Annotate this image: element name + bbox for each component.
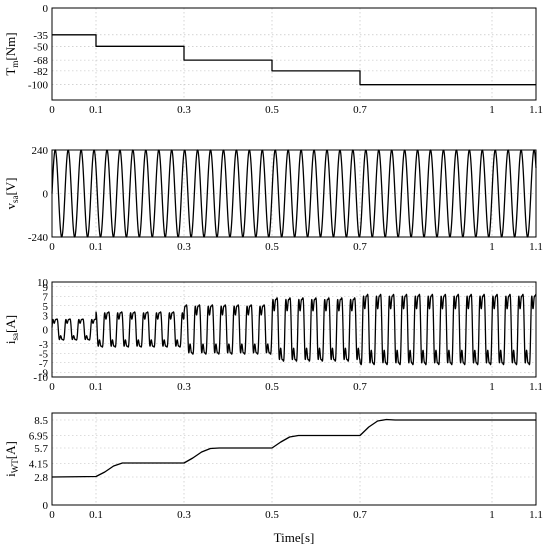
x-tick-label: 0.1 [89,381,103,393]
y-tick-label: 0 [43,3,49,15]
x-tick-label: 1 [489,509,495,521]
y-tick-label: 3 [43,310,49,322]
x-tick-label: 0.1 [89,509,103,521]
y-tick-label: -50 [33,41,48,53]
y-tick-label: -35 [33,30,48,42]
y-tick-label: 7 [43,291,49,303]
y-tick-label: 0 [43,500,49,512]
y-tick-label: 10 [37,277,49,289]
y-tick-label: 4.15 [29,459,49,471]
x-tick-label: 0.5 [265,104,279,116]
x-tick-label: 0.7 [353,509,367,521]
y-tick-label: 240 [32,145,49,157]
series-line-4-1 [51,418,536,478]
x-axis-label: Time[s] [274,530,315,545]
x-tick-label: 0.3 [177,241,191,253]
y-axis-label: vsa[V] [3,177,20,209]
x-tick-label: 1.1 [529,509,543,521]
y-tick-label: -100 [28,80,49,92]
plot-frame [51,149,537,238]
y-tick-label: -240 [28,232,49,244]
x-tick-label: 1.1 [529,104,543,116]
x-tick-label: 1 [489,241,495,253]
y-tick-label: 5.7 [34,443,48,455]
x-tick-label: 0.5 [265,509,279,521]
y-tick-label: -5 [39,348,49,360]
y-tick-label: 8.5 [34,415,48,427]
x-tick-label: 1 [489,381,495,393]
y-tick-label: 5 [43,301,49,313]
x-tick-label: 0.7 [353,241,367,253]
chart-panel-1: 0 0.1 0.3 0.5 0.7 1 1.1 0 -35-50 -68-82 -100 Tm[Nm] [3,3,543,116]
chart-panel-4: 0 0.1 0.3 0.5 0.7 1 1.1 8.5 6.955.7 4.152.8 0 iWT[A… [3,412,543,521]
x-tick-label: 0 [49,509,55,521]
series-line-3-1 [51,293,537,366]
x-tick-label: 0.5 [265,381,279,393]
x-tick-label: 0.3 [177,381,191,393]
y-tick-label: 2.8 [34,472,48,484]
y-tick-label: -68 [33,55,48,67]
x-tick-label: 0.3 [177,509,191,521]
y-tick-label: -82 [33,66,48,78]
x-tick-label: 0 [49,104,55,116]
plot-frame [51,7,537,101]
x-tick-label: 0.5 [265,241,279,253]
x-tick-label: 1.1 [529,381,543,393]
y-axis-label: iWT[A] [3,441,20,477]
x-tick-label: 0 [49,381,55,393]
x-tick-label: 1.1 [529,241,543,253]
y-axis-label: Tm[Nm] [3,32,20,75]
y-tick-label: -9 [39,367,49,379]
x-tick-label: 0.1 [89,104,103,116]
plot-frame [51,281,537,378]
x-tick-label: 0.7 [353,381,367,393]
x-tick-label: 0.1 [89,241,103,253]
y-axis-label: isa[A] [3,315,20,344]
y-tick-label: -7 [39,358,49,370]
y-tick-label: 0 [43,325,49,337]
x-tick-label: 0 [49,241,55,253]
x-tick-label: 0.3 [177,104,191,116]
y-tick-label: -10 [33,372,48,384]
y-tick-label: 0 [43,189,49,201]
y-tick-label: 9 [43,282,49,294]
x-tick-label: 1 [489,104,495,116]
y-tick-label: -3 [39,339,49,351]
x-tick-label: 0.7 [353,104,367,116]
y-tick-label: 6.95 [29,431,49,443]
plot-frame [51,412,537,506]
series-line-1-1 [52,34,536,86]
